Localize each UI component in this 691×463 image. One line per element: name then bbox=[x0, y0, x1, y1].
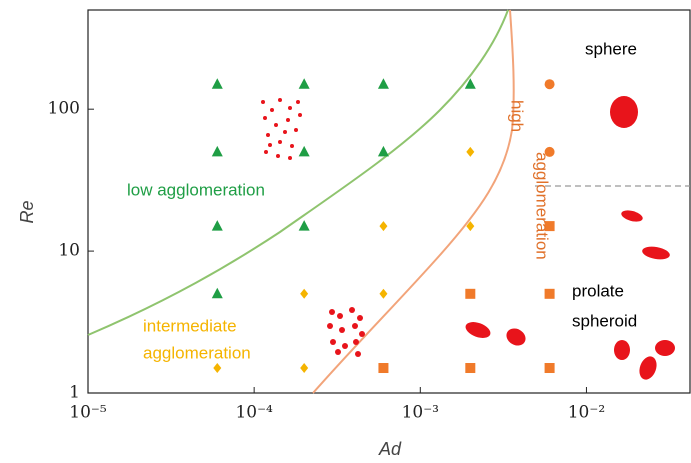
data-point bbox=[213, 363, 222, 374]
cluster-particles bbox=[327, 307, 365, 357]
annotation: intermediate bbox=[143, 316, 237, 335]
x-tick-label: 10⁻⁴ bbox=[235, 403, 273, 423]
scattered-particles bbox=[261, 98, 302, 160]
y-tick-label: 10 bbox=[58, 241, 80, 261]
data-point bbox=[211, 78, 223, 89]
data-point bbox=[379, 288, 388, 299]
x-tick-label: 10⁻³ bbox=[402, 403, 439, 423]
particle-images bbox=[261, 96, 675, 380]
y-axis-label: Re bbox=[17, 200, 37, 223]
data-point bbox=[466, 221, 475, 232]
x-tick-label: 10⁻² bbox=[568, 403, 605, 423]
high-boundary-curve bbox=[312, 9, 515, 394]
data-point bbox=[298, 145, 310, 157]
low-boundary-curve bbox=[87, 9, 509, 336]
data-point bbox=[465, 288, 476, 299]
annotation: high bbox=[508, 100, 527, 132]
data-point bbox=[300, 288, 309, 299]
annotation: low agglomeration bbox=[127, 180, 265, 199]
data-point bbox=[544, 221, 555, 232]
sphere-image bbox=[610, 96, 638, 128]
y-tick-label: 1 bbox=[69, 383, 80, 403]
data-point bbox=[298, 78, 310, 89]
data-point bbox=[544, 79, 555, 90]
data-point bbox=[466, 146, 475, 157]
data-point bbox=[211, 220, 223, 231]
plot-frame bbox=[87, 9, 691, 394]
data-point bbox=[211, 145, 223, 157]
data-point bbox=[544, 363, 555, 374]
data-point bbox=[298, 220, 310, 231]
data-point bbox=[544, 288, 555, 299]
x-tick-label: 10⁻⁵ bbox=[69, 403, 107, 423]
annotation: agglomeration bbox=[143, 343, 251, 362]
data-point bbox=[300, 363, 309, 374]
data-point bbox=[544, 146, 555, 157]
annotation: spheroid bbox=[572, 311, 637, 330]
annotation: prolate bbox=[572, 281, 624, 300]
data-point bbox=[211, 287, 223, 299]
y-tick-label: 100 bbox=[48, 99, 80, 119]
annotation: agglomeration bbox=[533, 152, 552, 260]
data-point bbox=[464, 78, 476, 89]
data-point bbox=[378, 363, 389, 374]
data-point bbox=[465, 363, 476, 374]
data-point bbox=[379, 221, 388, 232]
annotation: sphere bbox=[585, 39, 637, 58]
data-point bbox=[377, 78, 389, 89]
data-point bbox=[377, 145, 389, 157]
x-axis-label: Ad bbox=[378, 439, 402, 459]
